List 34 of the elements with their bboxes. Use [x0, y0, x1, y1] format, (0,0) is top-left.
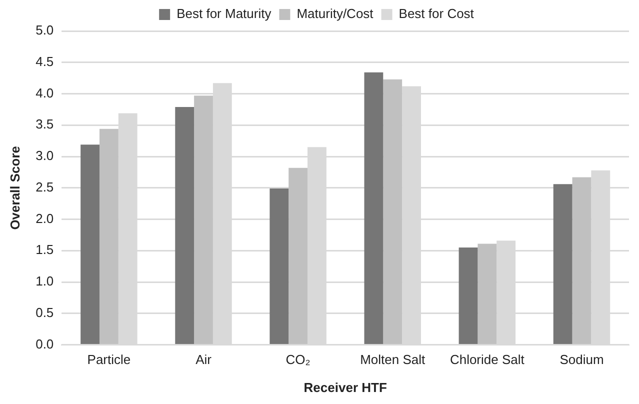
y-tick-label: 3.5	[36, 116, 54, 132]
bar	[383, 79, 402, 344]
y-tick-label: 0.0	[36, 336, 54, 352]
bar	[364, 72, 384, 344]
x-tick-label: Sodium	[560, 352, 604, 368]
x-tick-label: Molten Salt	[360, 352, 426, 368]
y-tick-label: 4.5	[36, 54, 54, 69]
x-tick-label: Chloride Salt	[450, 352, 525, 368]
y-tick-label: 0.5	[36, 305, 54, 320]
y-tick-label: 2.5	[36, 179, 54, 194]
y-tick-label: 1.0	[36, 274, 54, 289]
legend-label: Best for Cost	[398, 6, 474, 22]
legend-label: Maturity/Cost	[296, 6, 374, 22]
y-tick-label: 2.0	[36, 210, 54, 226]
bar	[553, 184, 572, 344]
y-tick-label: 5.0	[36, 22, 54, 38]
bar	[194, 96, 213, 344]
bar	[270, 188, 289, 344]
x-axis-title: Receiver HTF	[304, 380, 387, 395]
x-tick-label: Particle	[87, 352, 131, 368]
bar	[572, 177, 592, 344]
bar	[99, 128, 118, 344]
bar	[80, 144, 100, 344]
y-tick-label: 4.0	[36, 85, 54, 100]
y-tick-label: 3.0	[36, 148, 54, 164]
bar	[478, 244, 497, 344]
legend-label: Best for Maturity	[176, 6, 272, 22]
bar	[458, 248, 478, 344]
x-tick-label: CO₂	[286, 352, 310, 368]
bar	[175, 106, 194, 344]
y-axis-title: Overall Score	[7, 146, 22, 230]
x-tick-label: Air	[196, 352, 212, 368]
y-tick-label: 1.5	[36, 242, 54, 258]
bar	[288, 168, 308, 344]
